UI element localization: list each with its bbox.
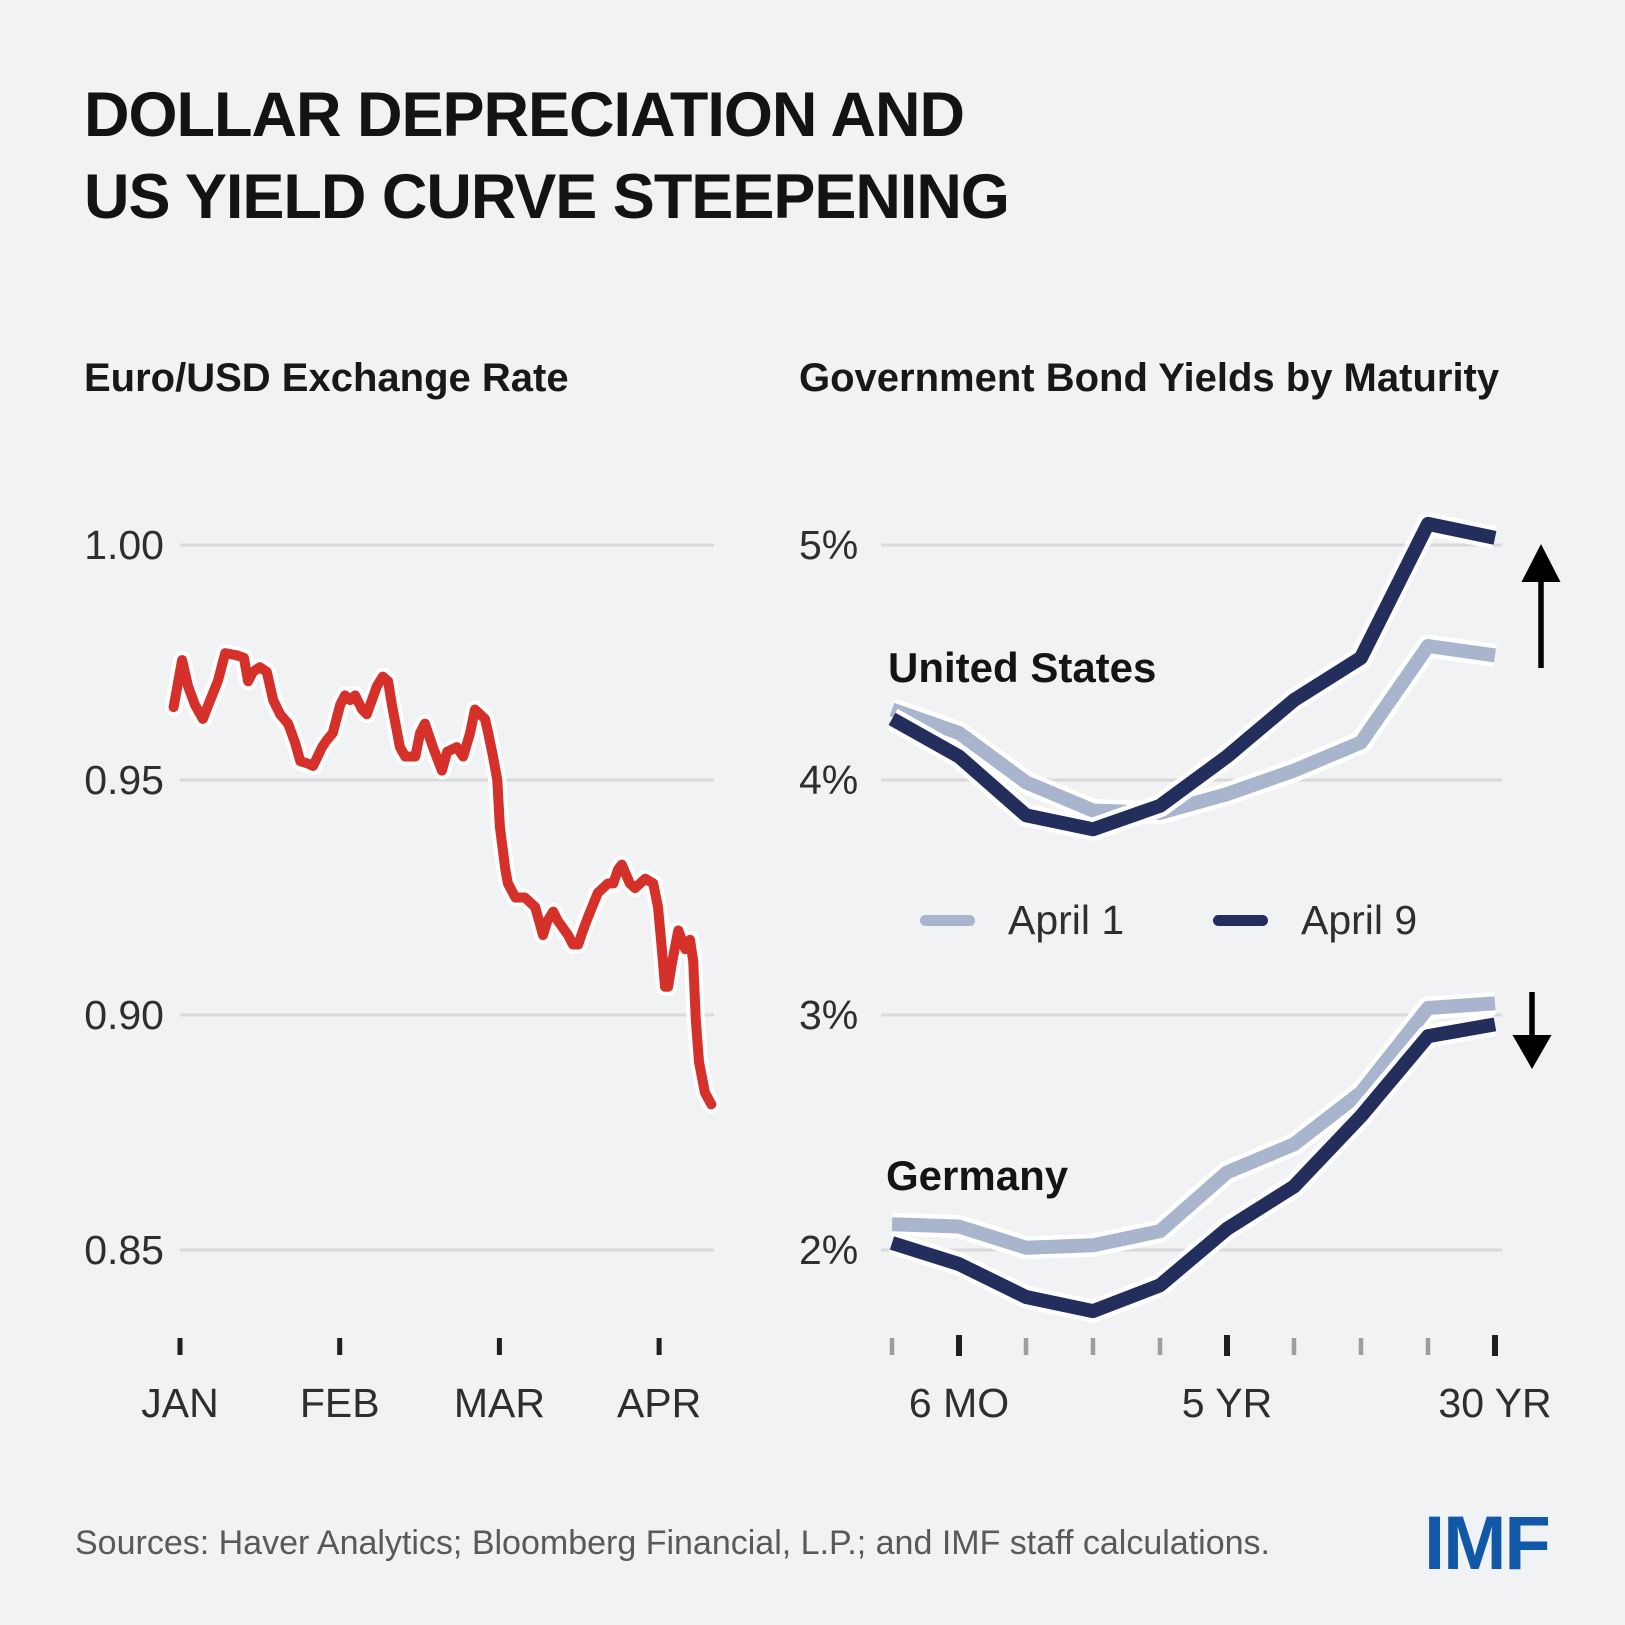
united-states-label: United States xyxy=(888,644,1157,691)
fx-y-tick-label: 1.00 xyxy=(84,522,164,568)
us-y-tick-label: 4% xyxy=(799,757,858,803)
maturity-tick-minor xyxy=(889,1338,895,1355)
de-april1-line xyxy=(891,996,1496,1255)
germany-label: Germany xyxy=(886,1152,1069,1199)
fx-month-label: MAR xyxy=(454,1380,545,1426)
imf-logo: IMF xyxy=(1424,1501,1551,1586)
legend-label-april9: April 9 xyxy=(1301,896,1418,943)
maturity-tick-minor xyxy=(1157,1338,1163,1355)
de-april9-line xyxy=(889,1017,1497,1319)
fx-month-label: JAN xyxy=(141,1380,218,1426)
maturity-tick-label: 6 MO xyxy=(909,1380,1009,1426)
fx-y-tick-label: 0.85 xyxy=(84,1227,164,1273)
fx-month-tick xyxy=(177,1338,183,1355)
us-y-tick-label: 5% xyxy=(799,522,858,568)
up-arrow-icon xyxy=(1521,544,1561,582)
maturity-tick-minor xyxy=(1358,1338,1364,1355)
us-april9-line xyxy=(888,516,1497,837)
april9-line-swatch-icon xyxy=(1213,914,1268,926)
yield-chart-title: Government Bond Yields by Maturity xyxy=(799,356,1500,400)
maturity-tick-minor xyxy=(1023,1338,1029,1355)
down-arrow-icon xyxy=(1512,1035,1552,1069)
us-april1-line xyxy=(889,639,1496,820)
fx-y-tick-label: 0.90 xyxy=(84,992,164,1038)
maturity-tick-major xyxy=(1224,1335,1230,1356)
legend-label-april1: April 1 xyxy=(1008,896,1125,943)
maturity-tick-label: 30 YR xyxy=(1438,1380,1551,1426)
fx-month-tick xyxy=(337,1338,343,1355)
germany-y-tick-label: 3% xyxy=(799,992,858,1038)
maturity-tick-minor xyxy=(1090,1338,1096,1355)
april1-line-swatch-icon xyxy=(920,914,975,926)
maturity-tick-minor xyxy=(1291,1338,1297,1355)
fx-month-label: APR xyxy=(617,1380,701,1426)
page-title-line1: DOLLAR DEPRECIATION AND xyxy=(84,80,965,150)
maturity-tick-major xyxy=(956,1335,962,1356)
germany-y-tick-label: 2% xyxy=(799,1227,858,1273)
legend-item-april9: April 9 xyxy=(1213,895,1417,945)
maturity-tick-label: 5 YR xyxy=(1182,1380,1272,1426)
fx-line xyxy=(168,648,717,1110)
maturity-tick-major xyxy=(1492,1335,1498,1356)
fx-month-tick xyxy=(656,1338,662,1355)
source-note: Sources: Haver Analytics; Bloomberg Fina… xyxy=(75,1524,1270,1562)
page-title: DOLLAR DEPRECIATION AND US YIELD CURVE S… xyxy=(84,74,1010,238)
maturity-tick-minor xyxy=(1425,1338,1431,1355)
fx-month-label: FEB xyxy=(300,1380,380,1426)
legend-item-april1: April 1 xyxy=(920,895,1124,945)
fx-month-tick xyxy=(496,1338,502,1355)
fx-y-tick-label: 0.95 xyxy=(84,757,164,803)
fx-chart-title: Euro/USD Exchange Rate xyxy=(84,356,569,400)
page-title-line2: US YIELD CURVE STEEPENING xyxy=(84,162,1010,232)
